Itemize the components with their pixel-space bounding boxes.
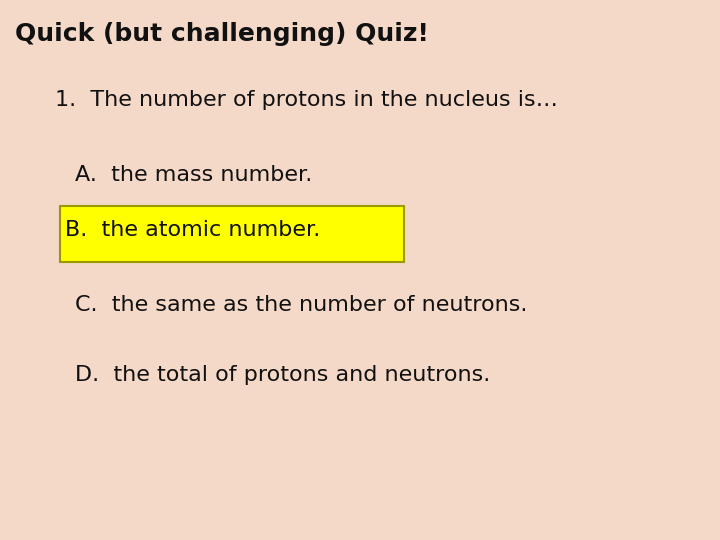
FancyBboxPatch shape — [60, 206, 404, 262]
Text: Quick (but challenging) Quiz!: Quick (but challenging) Quiz! — [15, 22, 429, 46]
Text: C.  the same as the number of neutrons.: C. the same as the number of neutrons. — [75, 295, 527, 315]
Text: A.  the mass number.: A. the mass number. — [75, 165, 312, 185]
Text: 1.  The number of protons in the nucleus is…: 1. The number of protons in the nucleus … — [55, 90, 558, 110]
Text: B.  the atomic number.: B. the atomic number. — [65, 220, 320, 240]
Text: D.  the total of protons and neutrons.: D. the total of protons and neutrons. — [75, 365, 490, 385]
